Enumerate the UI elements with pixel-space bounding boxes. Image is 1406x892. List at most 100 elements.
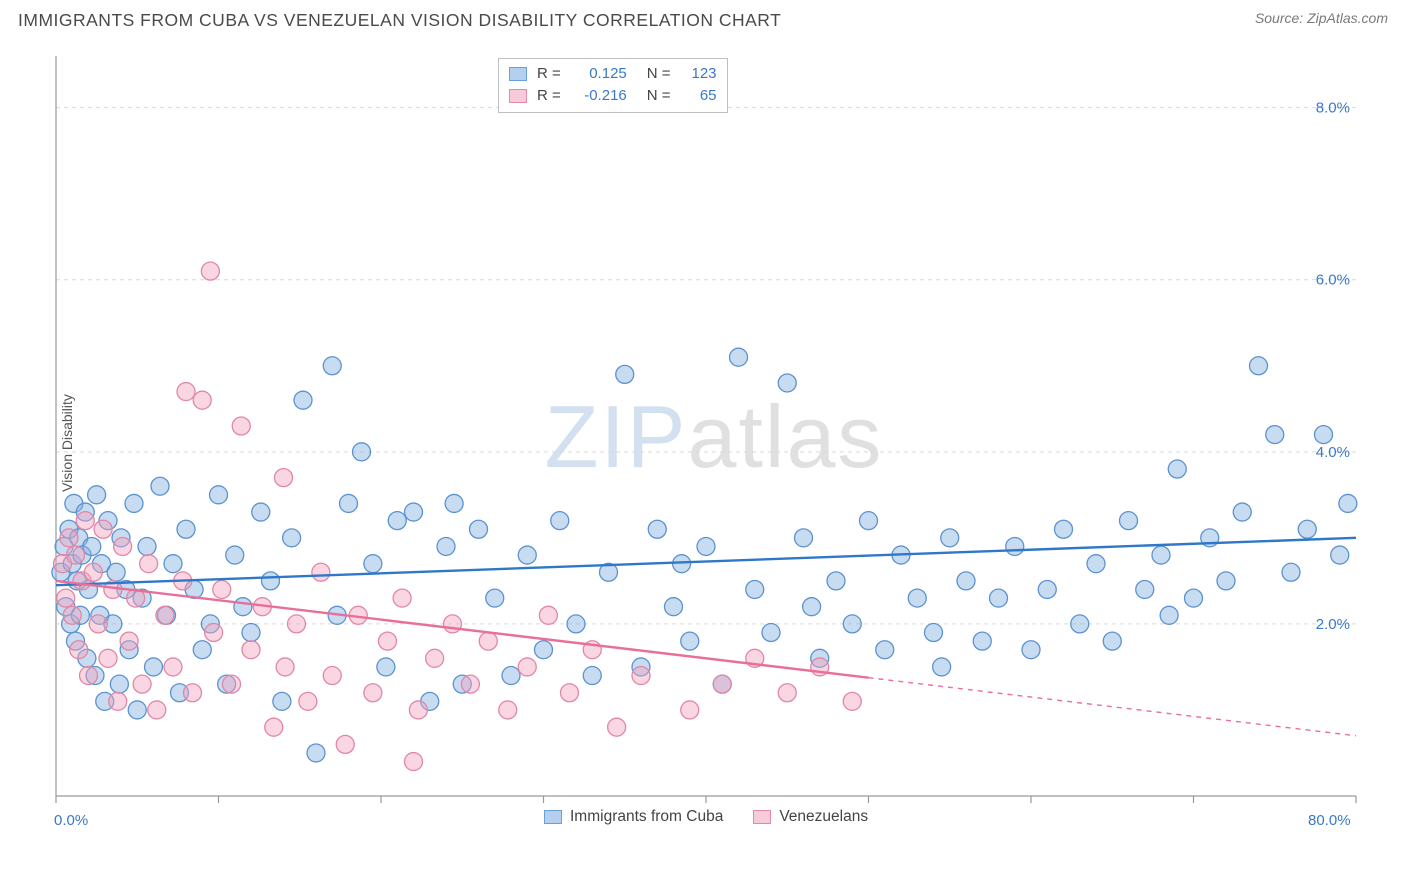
data-point-cuba: [340, 494, 358, 512]
y-tick-label: 6.0%: [1316, 272, 1350, 289]
stat-row-venez: R =-0.216N =65: [509, 85, 717, 107]
data-point-venez: [148, 701, 166, 719]
data-point-cuba: [648, 520, 666, 538]
data-point-venez: [223, 675, 241, 693]
stat-n-value-cuba: 123: [681, 63, 717, 85]
data-point-cuba: [1152, 546, 1170, 564]
data-point-venez: [57, 589, 75, 607]
data-point-cuba: [1055, 520, 1073, 538]
data-point-cuba: [1103, 632, 1121, 650]
data-point-venez: [444, 615, 462, 633]
correlation-legend: R =0.125N =123R =-0.216N =65: [498, 58, 728, 113]
data-point-cuba: [353, 443, 371, 461]
data-point-venez: [177, 383, 195, 401]
data-point-venez: [843, 692, 861, 710]
data-point-cuba: [567, 615, 585, 633]
data-point-cuba: [1233, 503, 1251, 521]
data-point-cuba: [518, 546, 536, 564]
series-legend: Immigrants from Cuba Venezuelans: [544, 808, 868, 826]
stat-r-label: R =: [537, 63, 561, 85]
data-point-venez: [632, 667, 650, 685]
data-point-cuba: [486, 589, 504, 607]
data-point-venez: [232, 417, 250, 435]
chart-title: IMMIGRANTS FROM CUBA VS VENEZUELAN VISIO…: [18, 10, 781, 31]
data-point-venez: [539, 606, 557, 624]
data-point-cuba: [803, 598, 821, 616]
data-point-cuba: [1006, 537, 1024, 555]
data-point-venez: [133, 675, 151, 693]
data-point-venez: [275, 469, 293, 487]
data-point-venez: [76, 512, 94, 530]
data-point-venez: [499, 701, 517, 719]
data-point-venez: [94, 520, 112, 538]
data-point-cuba: [502, 667, 520, 685]
data-point-cuba: [88, 486, 106, 504]
data-point-venez: [299, 692, 317, 710]
data-point-cuba: [551, 512, 569, 530]
data-point-cuba: [1071, 615, 1089, 633]
data-point-cuba: [125, 494, 143, 512]
data-point-cuba: [1160, 606, 1178, 624]
data-point-cuba: [1282, 563, 1300, 581]
source-prefix: Source:: [1255, 10, 1307, 26]
data-point-cuba: [1331, 546, 1349, 564]
data-point-venez: [84, 563, 102, 581]
data-point-cuba: [262, 572, 280, 590]
stat-n-label: N =: [647, 63, 671, 85]
data-point-cuba: [843, 615, 861, 633]
data-point-cuba: [151, 477, 169, 495]
data-point-cuba: [234, 598, 252, 616]
data-point-venez: [778, 684, 796, 702]
stat-row-cuba: R = 0.125 N = 123: [509, 63, 717, 85]
data-point-venez: [70, 641, 88, 659]
stat-r-value-cuba: 0.125: [571, 63, 627, 85]
stat-r-value-venez: -0.216: [571, 85, 627, 107]
data-point-venez: [312, 563, 330, 581]
data-point-venez: [120, 632, 138, 650]
data-point-venez: [265, 718, 283, 736]
source-name: ZipAtlas.com: [1307, 10, 1388, 26]
data-point-venez: [364, 684, 382, 702]
legend-label-cuba: Immigrants from Cuba: [570, 808, 723, 826]
data-point-cuba: [876, 641, 894, 659]
scatter-plot: 2.0%4.0%6.0%8.0%: [44, 48, 1384, 838]
data-point-venez: [518, 658, 536, 676]
data-point-cuba: [445, 494, 463, 512]
data-point-venez: [242, 641, 260, 659]
data-point-cuba: [616, 365, 634, 383]
data-point-venez: [393, 589, 411, 607]
data-point-cuba: [145, 658, 163, 676]
data-point-cuba: [1298, 520, 1316, 538]
y-tick-label: 8.0%: [1316, 100, 1350, 117]
data-point-venez: [405, 753, 423, 771]
data-point-venez: [156, 606, 174, 624]
data-point-cuba: [252, 503, 270, 521]
data-point-cuba: [1022, 641, 1040, 659]
data-point-cuba: [778, 374, 796, 392]
trend-line-ext-venez: [869, 678, 1357, 736]
data-point-cuba: [1315, 426, 1333, 444]
data-point-cuba: [795, 529, 813, 547]
data-point-cuba: [957, 572, 975, 590]
data-point-cuba: [1266, 426, 1284, 444]
data-point-cuba: [294, 391, 312, 409]
data-point-cuba: [193, 641, 211, 659]
data-point-venez: [323, 667, 341, 685]
data-point-venez: [288, 615, 306, 633]
stat-n-label: N =: [647, 85, 671, 107]
data-point-cuba: [273, 692, 291, 710]
data-point-cuba: [107, 563, 125, 581]
data-point-cuba: [827, 572, 845, 590]
data-point-venez: [681, 701, 699, 719]
data-point-cuba: [110, 675, 128, 693]
data-point-venez: [201, 262, 219, 280]
data-point-cuba: [1185, 589, 1203, 607]
data-point-venez: [99, 649, 117, 667]
data-point-cuba: [746, 580, 764, 598]
data-point-cuba: [583, 667, 601, 685]
data-point-cuba: [177, 520, 195, 538]
legend-item-venez: Venezuelans: [753, 808, 868, 826]
data-point-venez: [479, 632, 497, 650]
data-point-cuba: [226, 546, 244, 564]
data-point-venez: [140, 555, 158, 573]
